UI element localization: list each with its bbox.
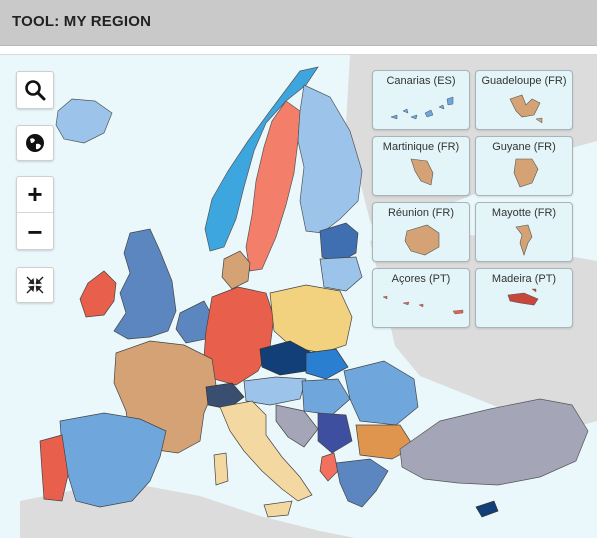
region-sardinia[interactable] xyxy=(213,452,229,486)
region-poland[interactable] xyxy=(269,284,353,354)
region-baltics[interactable] xyxy=(319,222,359,264)
inset-acores-map xyxy=(382,295,464,315)
region-ireland[interactable] xyxy=(79,270,117,318)
region-denmark[interactable] xyxy=(221,250,251,290)
inset-martinique[interactable]: Martinique (FR) xyxy=(372,136,470,196)
region-hungary[interactable] xyxy=(301,378,351,416)
zoom-in-button[interactable]: + xyxy=(17,177,53,213)
inset-martinique-map xyxy=(410,158,434,186)
inset-guadeloupe-map xyxy=(509,94,543,124)
region-albania[interactable] xyxy=(319,452,339,482)
tool-title: TOOL: MY REGION xyxy=(12,13,152,30)
inset-label: Canarias (ES) xyxy=(386,75,456,87)
region-uk[interactable] xyxy=(113,228,177,340)
zoom-control: + − xyxy=(16,176,54,250)
region-cyprus[interactable] xyxy=(475,500,499,518)
region-austria[interactable] xyxy=(243,376,307,406)
region-slovakia[interactable] xyxy=(305,348,349,380)
inset-canarias-map xyxy=(390,96,454,120)
inset-mayotte[interactable]: Mayotte (FR) xyxy=(475,202,573,262)
inset-label: Guyane (FR) xyxy=(492,141,556,153)
inset-acores[interactable]: Açores (PT) xyxy=(372,268,470,328)
inset-reunion-map xyxy=(404,224,440,256)
inset-guadeloupe[interactable]: Guadeloupe (FR) xyxy=(475,70,573,130)
region-norway[interactable] xyxy=(204,66,319,252)
region-sweden[interactable] xyxy=(245,100,301,272)
region-romania[interactable] xyxy=(343,360,419,426)
inset-mayotte-map xyxy=(515,224,533,256)
zoom-out-button[interactable]: − xyxy=(27,216,43,247)
inset-label: Réunion (FR) xyxy=(387,207,455,219)
inset-reunion[interactable]: Réunion (FR) xyxy=(372,202,470,262)
region-italy[interactable] xyxy=(219,400,313,502)
default-extent-button[interactable] xyxy=(16,267,54,303)
globe-button[interactable] xyxy=(16,125,54,161)
inset-madeira[interactable]: Madeira (PT) xyxy=(475,268,573,328)
inset-label: Açores (PT) xyxy=(391,273,451,285)
inset-guyane-map xyxy=(513,158,539,188)
inset-madeira-map xyxy=(507,288,539,306)
inset-label: Martinique (FR) xyxy=(382,141,460,153)
region-baltics-south[interactable] xyxy=(319,256,363,292)
north-africa-land xyxy=(20,481,355,538)
tool-header: TOOL: MY REGION xyxy=(0,0,597,46)
region-sicily[interactable] xyxy=(263,500,293,518)
region-serbia[interactable] xyxy=(317,412,353,454)
inset-guyane[interactable]: Guyane (FR) xyxy=(475,136,573,196)
map-view[interactable]: + − Canarias (ES) Guadeloupe (FR) xyxy=(0,54,597,538)
region-portugal[interactable] xyxy=(39,434,69,502)
search-button[interactable] xyxy=(16,71,54,109)
inset-label: Mayotte (FR) xyxy=(491,207,557,219)
region-turkey[interactable] xyxy=(399,398,589,486)
search-icon xyxy=(25,80,46,101)
collapse-arrows-icon xyxy=(26,276,44,294)
inset-label: Guadeloupe (FR) xyxy=(481,75,567,87)
globe-icon xyxy=(26,134,44,152)
region-germany[interactable] xyxy=(203,286,275,386)
inset-canarias[interactable]: Canarias (ES) xyxy=(372,70,470,130)
region-iceland[interactable] xyxy=(55,98,113,144)
region-croatia[interactable] xyxy=(275,404,319,448)
region-switzerland[interactable] xyxy=(205,382,245,410)
region-greece[interactable] xyxy=(335,458,389,508)
inset-label: Madeira (PT) xyxy=(491,273,557,285)
